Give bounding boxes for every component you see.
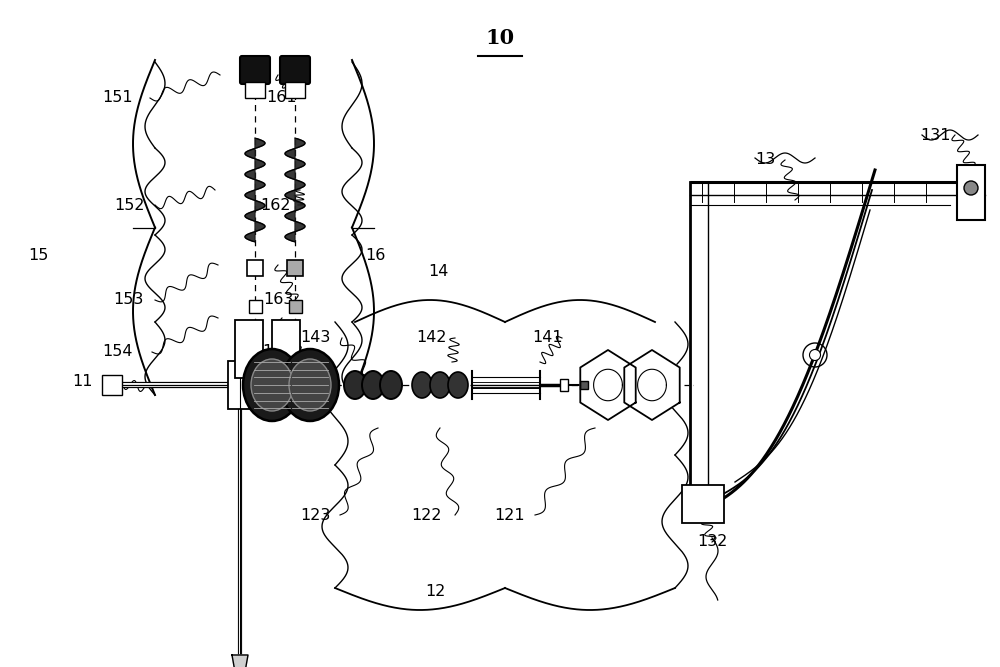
FancyBboxPatch shape	[240, 56, 270, 84]
Text: 161: 161	[267, 91, 297, 105]
Text: 151: 151	[103, 91, 133, 105]
Bar	[245, 82, 265, 98]
Text: 154: 154	[103, 344, 133, 360]
Bar	[287, 260, 303, 276]
Bar	[957, 165, 985, 220]
Bar	[102, 375, 122, 395]
Polygon shape	[232, 655, 248, 667]
Bar	[235, 320, 263, 378]
Text: 10: 10	[485, 28, 515, 48]
Text: 123: 123	[300, 508, 330, 522]
Ellipse shape	[344, 371, 366, 399]
Bar	[285, 82, 305, 98]
Bar	[288, 300, 302, 313]
Ellipse shape	[362, 371, 384, 399]
Ellipse shape	[448, 372, 468, 398]
Bar	[228, 361, 263, 409]
Text: 122: 122	[412, 508, 442, 522]
Text: 153: 153	[113, 293, 143, 307]
Text: 12: 12	[425, 584, 445, 600]
Ellipse shape	[380, 371, 402, 399]
Text: 141: 141	[533, 331, 563, 346]
Ellipse shape	[412, 372, 432, 398]
Text: 142: 142	[417, 331, 447, 346]
Circle shape	[964, 181, 978, 195]
Text: 15: 15	[28, 247, 48, 263]
Ellipse shape	[430, 372, 450, 398]
Text: 163: 163	[263, 293, 293, 307]
Text: 152: 152	[115, 197, 145, 213]
Bar	[560, 379, 568, 391]
Text: 16: 16	[365, 247, 385, 263]
Ellipse shape	[243, 349, 301, 421]
Ellipse shape	[289, 359, 331, 411]
Text: 164: 164	[263, 344, 293, 360]
Circle shape	[810, 350, 820, 360]
Ellipse shape	[251, 359, 293, 411]
Text: 121: 121	[495, 508, 525, 522]
Ellipse shape	[281, 349, 339, 421]
Text: 132: 132	[697, 534, 727, 550]
Text: 131: 131	[920, 127, 950, 143]
Text: 11: 11	[72, 374, 92, 390]
Text: 143: 143	[300, 331, 330, 346]
Text: 14: 14	[428, 265, 448, 279]
Polygon shape	[624, 350, 680, 420]
Bar	[272, 320, 300, 378]
Bar	[580, 381, 588, 389]
Bar	[247, 260, 263, 276]
Text: 162: 162	[260, 197, 290, 213]
Bar	[682, 485, 724, 523]
Polygon shape	[580, 350, 636, 420]
Text: 13: 13	[755, 153, 775, 167]
FancyBboxPatch shape	[280, 56, 310, 84]
Bar	[248, 300, 262, 313]
